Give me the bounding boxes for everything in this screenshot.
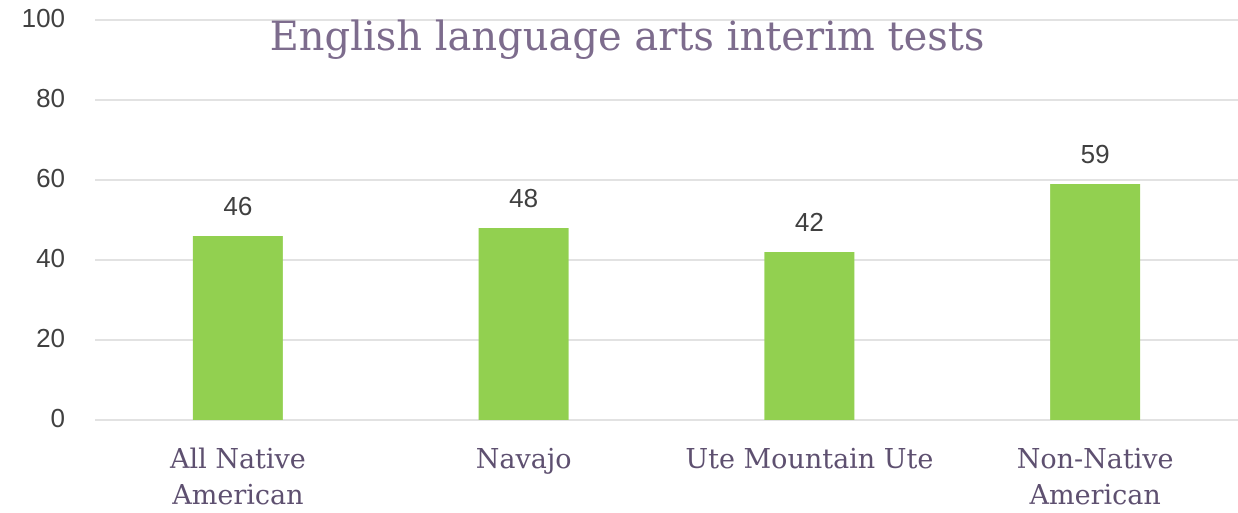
chart-title: English language arts interim tests (270, 14, 985, 60)
y-tick-label: 100 (22, 3, 65, 33)
bar (1050, 184, 1141, 420)
y-tick-label: 60 (36, 163, 65, 193)
y-tick-label: 20 (36, 323, 65, 353)
y-tick-label: 40 (36, 243, 65, 273)
x-tick-label: Ute Mountain Ute (685, 444, 934, 475)
bar (192, 236, 283, 420)
y-tick-label: 0 (51, 403, 65, 433)
x-tick-label: Navajo (475, 444, 572, 475)
data-label: 59 (1081, 139, 1110, 169)
data-label: 42 (795, 207, 824, 237)
x-tick-label: Non-Native American (1016, 444, 1174, 511)
y-tick-label: 80 (36, 83, 65, 113)
x-tick-label: All Native American (169, 444, 306, 511)
data-label: 46 (223, 191, 252, 221)
bar (764, 252, 855, 420)
data-label: 48 (509, 183, 538, 213)
bar (478, 228, 569, 420)
